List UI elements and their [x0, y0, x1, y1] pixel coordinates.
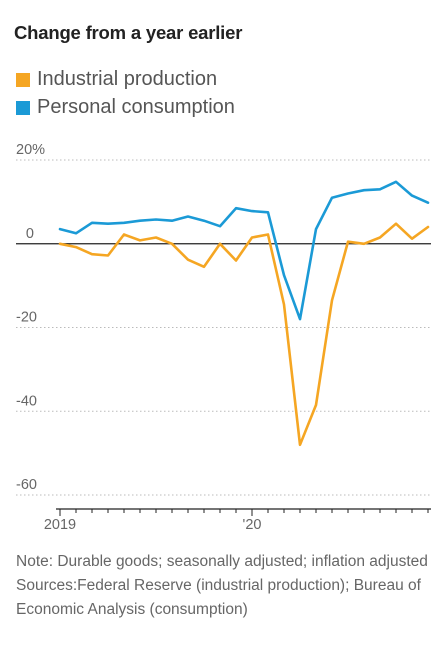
chart-footnote: Note: Durable goods; seasonally adjusted… [16, 550, 436, 622]
y-tick-label: -20 [16, 310, 37, 326]
chart-title: Change from a year earlier [14, 22, 243, 43]
x-tick-label: '20 [243, 517, 262, 533]
y-tick-label: -40 [16, 393, 37, 409]
legend-label-industrial-production: Industrial production [37, 68, 218, 90]
y-tick-label: -60 [16, 477, 37, 493]
legend-swatch-industrial-production [16, 72, 30, 87]
legend-item-industrial-production: Industrial production [16, 68, 217, 91]
legend-item-personal-consumption: Personal consumption [16, 96, 235, 119]
industrial-production-line [58, 222, 430, 447]
chart-sources: Sources:Federal Reserve (industrial prod… [16, 577, 421, 618]
y-tick-label: 0 [26, 226, 34, 242]
y-tick-label: 20% [16, 142, 45, 158]
personal-consumption-line [58, 180, 430, 321]
x-tick-label: 2019 [44, 517, 76, 533]
chart-note: Note: Durable goods; seasonally adjusted… [16, 553, 428, 570]
legend-label-personal-consumption: Personal consumption [37, 96, 235, 118]
legend-swatch-personal-consumption [16, 100, 30, 115]
